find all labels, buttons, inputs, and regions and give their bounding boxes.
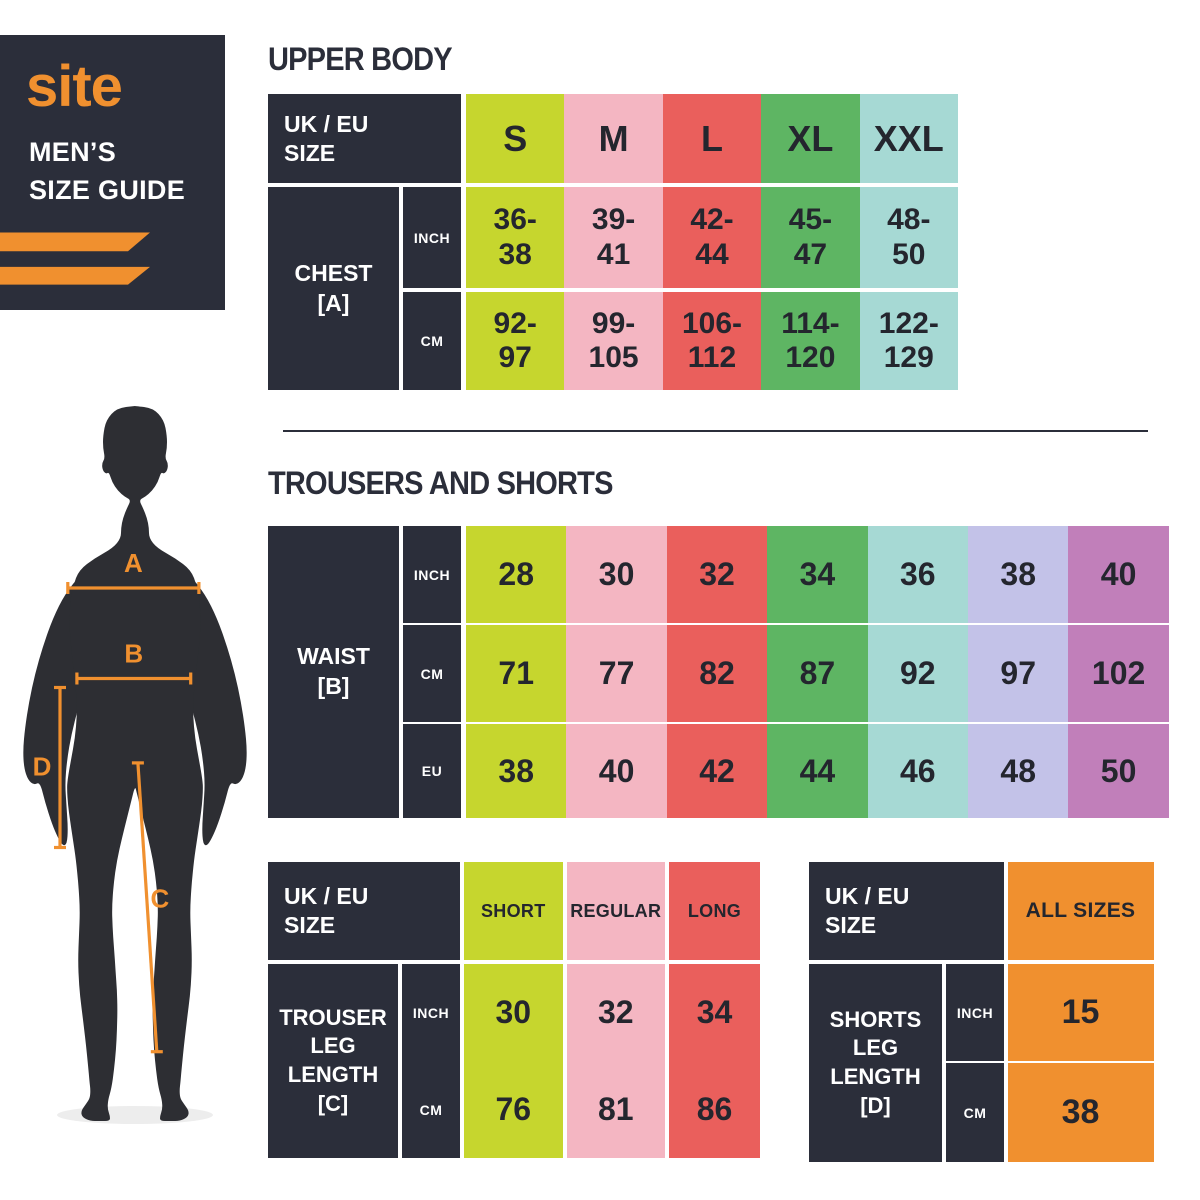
svg-text:A: A	[124, 548, 143, 578]
svg-text:C: C	[151, 883, 170, 913]
svg-text:B: B	[124, 639, 143, 669]
svg-text:D: D	[33, 752, 52, 782]
